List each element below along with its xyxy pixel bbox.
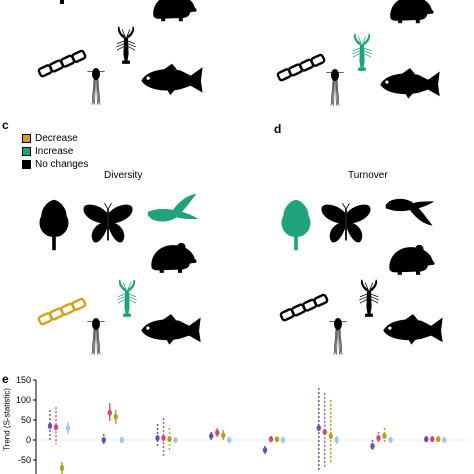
crayfish-icon [113,25,139,65]
legend-label-no-change: No changes [35,159,89,170]
data-point [119,437,124,443]
copepod-icon [328,312,348,360]
trend-chart: 150 100 50 0 -50 [16,375,470,474]
legend-label-increase: Increase [35,146,74,157]
copepod-icon [86,62,106,110]
data-point [161,435,166,441]
data-point [382,433,387,439]
diatom-icon [275,52,331,86]
legend-swatch-no-change [22,160,31,169]
data-point [221,432,226,439]
data-point [107,409,112,416]
data-point [59,465,65,471]
y-tick-label: 0 [26,435,31,445]
crayfish-icon [349,32,375,72]
data-point [442,437,447,443]
data-point [424,436,429,443]
legend-swatch-increase [22,147,31,156]
crayfish-icon [356,278,382,318]
panel-label-d: d [274,122,282,136]
diatom-icon [36,48,92,82]
data-point [47,423,53,429]
data-point [167,436,172,443]
data-point [209,433,214,439]
legend-item-no-change: No changes [22,158,88,171]
data-point [268,436,274,443]
fish-icon [138,62,206,96]
data-point [262,447,268,453]
legend: Decrease Increase No changes [22,132,88,171]
fish-icon [377,66,443,100]
panel-title-diversity: Diversity [104,170,143,181]
data-point [322,429,327,435]
panel-label-c: c [2,118,9,132]
cropped-text-fragment [60,0,64,4]
legend-item-increase: Increase [22,145,88,158]
top-right-panel [237,0,474,112]
legend-swatch-decrease [22,134,31,143]
data-point [334,437,339,443]
y-tick-label: -50 [18,455,31,465]
data-point [215,429,220,436]
top-left-panel [0,0,237,112]
y-tick-label: 100 [16,395,31,405]
legend-label-decrease: Decrease [35,133,78,144]
data-point [370,443,375,449]
data-point [274,436,280,443]
rodent-icon [386,242,436,276]
diatom-icon [278,292,334,326]
legend-item-decrease: Decrease [22,132,88,145]
data-point [280,437,286,443]
data-point [316,425,321,431]
data-point [65,425,71,431]
bird-icon [384,192,436,228]
y-tick-label: 50 [21,415,31,425]
y-tick-label: 150 [16,375,31,385]
fish-icon [380,312,446,346]
data-point [388,437,393,443]
copepod-icon [86,312,106,360]
copepod-icon [325,64,345,110]
rodent-icon [150,0,198,22]
data-point [376,435,381,441]
diatom-icon [36,296,92,330]
data-point [227,437,232,443]
rodent-icon [387,0,435,24]
tree-icon [278,198,314,252]
tree-icon [36,198,72,252]
data-point [113,413,118,420]
cropped-text-fragment [283,0,323,4]
data-point [436,436,441,443]
panel-label-e: e [2,372,9,386]
data-point [101,437,106,443]
crayfish-icon [114,278,140,318]
data-point [430,436,435,443]
data-point [155,435,160,441]
data-point [173,437,178,443]
data-point [328,433,333,439]
data-point [53,424,59,431]
rodent-icon [148,240,198,274]
butterfly-icon [320,200,372,248]
butterfly-icon [82,200,134,248]
fish-icon [138,312,204,346]
panel-title-turnover: Turnover [348,170,388,181]
bird-icon [146,192,200,228]
